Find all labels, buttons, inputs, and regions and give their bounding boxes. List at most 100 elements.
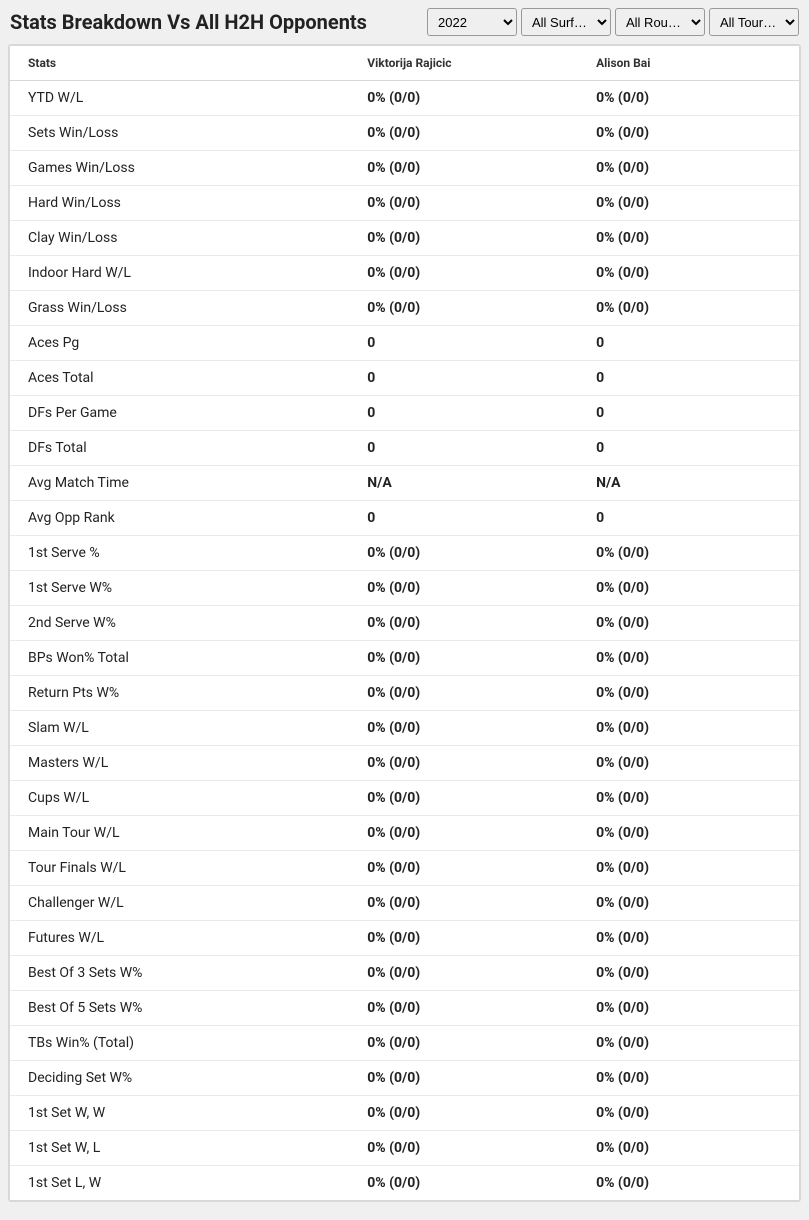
stat-name-cell: Main Tour W/L bbox=[10, 816, 349, 851]
filter-group: 2022 All Surf… All Rou… All Tour… bbox=[427, 8, 799, 36]
stats-table: Stats Viktorija Rajicic Alison Bai YTD W… bbox=[10, 46, 799, 1200]
stat-name-cell: Aces Total bbox=[10, 361, 349, 396]
table-row: Challenger W/L0% (0/0)0% (0/0) bbox=[10, 886, 799, 921]
player2-value-cell: N/A bbox=[578, 466, 799, 501]
table-row: 1st Serve W%0% (0/0)0% (0/0) bbox=[10, 571, 799, 606]
player2-value-cell: 0% (0/0) bbox=[578, 81, 799, 116]
player2-value-cell: 0% (0/0) bbox=[578, 1026, 799, 1061]
table-row: BPs Won% Total0% (0/0)0% (0/0) bbox=[10, 641, 799, 676]
surface-select[interactable]: All Surf… bbox=[521, 8, 611, 36]
table-row: Deciding Set W%0% (0/0)0% (0/0) bbox=[10, 1061, 799, 1096]
tour-select[interactable]: All Tour… bbox=[709, 8, 799, 36]
player1-value-cell: N/A bbox=[349, 466, 578, 501]
stat-name-cell: Sets Win/Loss bbox=[10, 116, 349, 151]
table-row: Avg Match TimeN/AN/A bbox=[10, 466, 799, 501]
table-row: 1st Set L, W0% (0/0)0% (0/0) bbox=[10, 1166, 799, 1201]
player2-value-cell: 0% (0/0) bbox=[578, 1096, 799, 1131]
player1-value-cell: 0 bbox=[349, 326, 578, 361]
player2-value-cell: 0% (0/0) bbox=[578, 851, 799, 886]
player1-value-cell: 0% (0/0) bbox=[349, 1166, 578, 1201]
player1-value-cell: 0% (0/0) bbox=[349, 1061, 578, 1096]
player2-value-cell: 0% (0/0) bbox=[578, 571, 799, 606]
stat-name-cell: Clay Win/Loss bbox=[10, 221, 349, 256]
player1-value-cell: 0% (0/0) bbox=[349, 151, 578, 186]
table-row: Tour Finals W/L0% (0/0)0% (0/0) bbox=[10, 851, 799, 886]
table-row: DFs Per Game00 bbox=[10, 396, 799, 431]
player1-value-cell: 0 bbox=[349, 361, 578, 396]
player1-value-cell: 0% (0/0) bbox=[349, 851, 578, 886]
stat-name-cell: 1st Serve W% bbox=[10, 571, 349, 606]
stat-name-cell: Return Pts W% bbox=[10, 676, 349, 711]
table-row: Aces Pg00 bbox=[10, 326, 799, 361]
player1-value-cell: 0% (0/0) bbox=[349, 81, 578, 116]
table-row: Slam W/L0% (0/0)0% (0/0) bbox=[10, 711, 799, 746]
player1-value-cell: 0% (0/0) bbox=[349, 676, 578, 711]
table-row: Hard Win/Loss0% (0/0)0% (0/0) bbox=[10, 186, 799, 221]
player2-value-cell: 0% (0/0) bbox=[578, 921, 799, 956]
player1-value-cell: 0 bbox=[349, 396, 578, 431]
player2-value-cell: 0% (0/0) bbox=[578, 291, 799, 326]
player2-value-cell: 0% (0/0) bbox=[578, 1061, 799, 1096]
stat-name-cell: Games Win/Loss bbox=[10, 151, 349, 186]
stat-name-cell: 1st Set W, L bbox=[10, 1131, 349, 1166]
table-row: Main Tour W/L0% (0/0)0% (0/0) bbox=[10, 816, 799, 851]
player1-value-cell: 0% (0/0) bbox=[349, 221, 578, 256]
table-row: Grass Win/Loss0% (0/0)0% (0/0) bbox=[10, 291, 799, 326]
stat-name-cell: Challenger W/L bbox=[10, 886, 349, 921]
stat-name-cell: Grass Win/Loss bbox=[10, 291, 349, 326]
stat-name-cell: DFs Per Game bbox=[10, 396, 349, 431]
stat-name-cell: 1st Set L, W bbox=[10, 1166, 349, 1201]
player1-value-cell: 0% (0/0) bbox=[349, 886, 578, 921]
table-row: Avg Opp Rank00 bbox=[10, 501, 799, 536]
player1-value-cell: 0% (0/0) bbox=[349, 606, 578, 641]
table-row: Best Of 3 Sets W%0% (0/0)0% (0/0) bbox=[10, 956, 799, 991]
player1-value-cell: 0% (0/0) bbox=[349, 1131, 578, 1166]
player2-value-cell: 0 bbox=[578, 361, 799, 396]
player1-value-cell: 0% (0/0) bbox=[349, 711, 578, 746]
stat-name-cell: TBs Win% (Total) bbox=[10, 1026, 349, 1061]
table-row: Indoor Hard W/L0% (0/0)0% (0/0) bbox=[10, 256, 799, 291]
stat-name-cell: 1st Serve % bbox=[10, 536, 349, 571]
year-select[interactable]: 2022 bbox=[427, 8, 517, 36]
col-header-player1: Viktorija Rajicic bbox=[349, 46, 578, 81]
player1-value-cell: 0% (0/0) bbox=[349, 186, 578, 221]
player2-value-cell: 0% (0/0) bbox=[578, 606, 799, 641]
player1-value-cell: 0% (0/0) bbox=[349, 256, 578, 291]
player2-value-cell: 0% (0/0) bbox=[578, 221, 799, 256]
table-row: YTD W/L0% (0/0)0% (0/0) bbox=[10, 81, 799, 116]
stat-name-cell: 1st Set W, W bbox=[10, 1096, 349, 1131]
player1-value-cell: 0% (0/0) bbox=[349, 1096, 578, 1131]
table-row: Aces Total00 bbox=[10, 361, 799, 396]
stat-name-cell: Tour Finals W/L bbox=[10, 851, 349, 886]
stat-name-cell: Avg Opp Rank bbox=[10, 501, 349, 536]
table-row: Masters W/L0% (0/0)0% (0/0) bbox=[10, 746, 799, 781]
table-row: DFs Total00 bbox=[10, 431, 799, 466]
player2-value-cell: 0% (0/0) bbox=[578, 641, 799, 676]
stat-name-cell: Futures W/L bbox=[10, 921, 349, 956]
player2-value-cell: 0% (0/0) bbox=[578, 1131, 799, 1166]
table-row: Return Pts W%0% (0/0)0% (0/0) bbox=[10, 676, 799, 711]
stat-name-cell: DFs Total bbox=[10, 431, 349, 466]
table-header-row: Stats Viktorija Rajicic Alison Bai bbox=[10, 46, 799, 81]
player2-value-cell: 0% (0/0) bbox=[578, 536, 799, 571]
player2-value-cell: 0 bbox=[578, 396, 799, 431]
stat-name-cell: Best Of 3 Sets W% bbox=[10, 956, 349, 991]
stat-name-cell: 2nd Serve W% bbox=[10, 606, 349, 641]
round-select[interactable]: All Rou… bbox=[615, 8, 705, 36]
player2-value-cell: 0% (0/0) bbox=[578, 886, 799, 921]
stat-name-cell: BPs Won% Total bbox=[10, 641, 349, 676]
col-header-player2: Alison Bai bbox=[578, 46, 799, 81]
table-row: Clay Win/Loss0% (0/0)0% (0/0) bbox=[10, 221, 799, 256]
stat-name-cell: Hard Win/Loss bbox=[10, 186, 349, 221]
player2-value-cell: 0% (0/0) bbox=[578, 676, 799, 711]
table-row: Sets Win/Loss0% (0/0)0% (0/0) bbox=[10, 116, 799, 151]
table-row: TBs Win% (Total)0% (0/0)0% (0/0) bbox=[10, 1026, 799, 1061]
player2-value-cell: 0% (0/0) bbox=[578, 151, 799, 186]
player1-value-cell: 0% (0/0) bbox=[349, 536, 578, 571]
stat-name-cell: Deciding Set W% bbox=[10, 1061, 349, 1096]
table-row: 1st Set W, W0% (0/0)0% (0/0) bbox=[10, 1096, 799, 1131]
table-row: Futures W/L0% (0/0)0% (0/0) bbox=[10, 921, 799, 956]
player2-value-cell: 0% (0/0) bbox=[578, 256, 799, 291]
player2-value-cell: 0% (0/0) bbox=[578, 816, 799, 851]
player1-value-cell: 0% (0/0) bbox=[349, 956, 578, 991]
